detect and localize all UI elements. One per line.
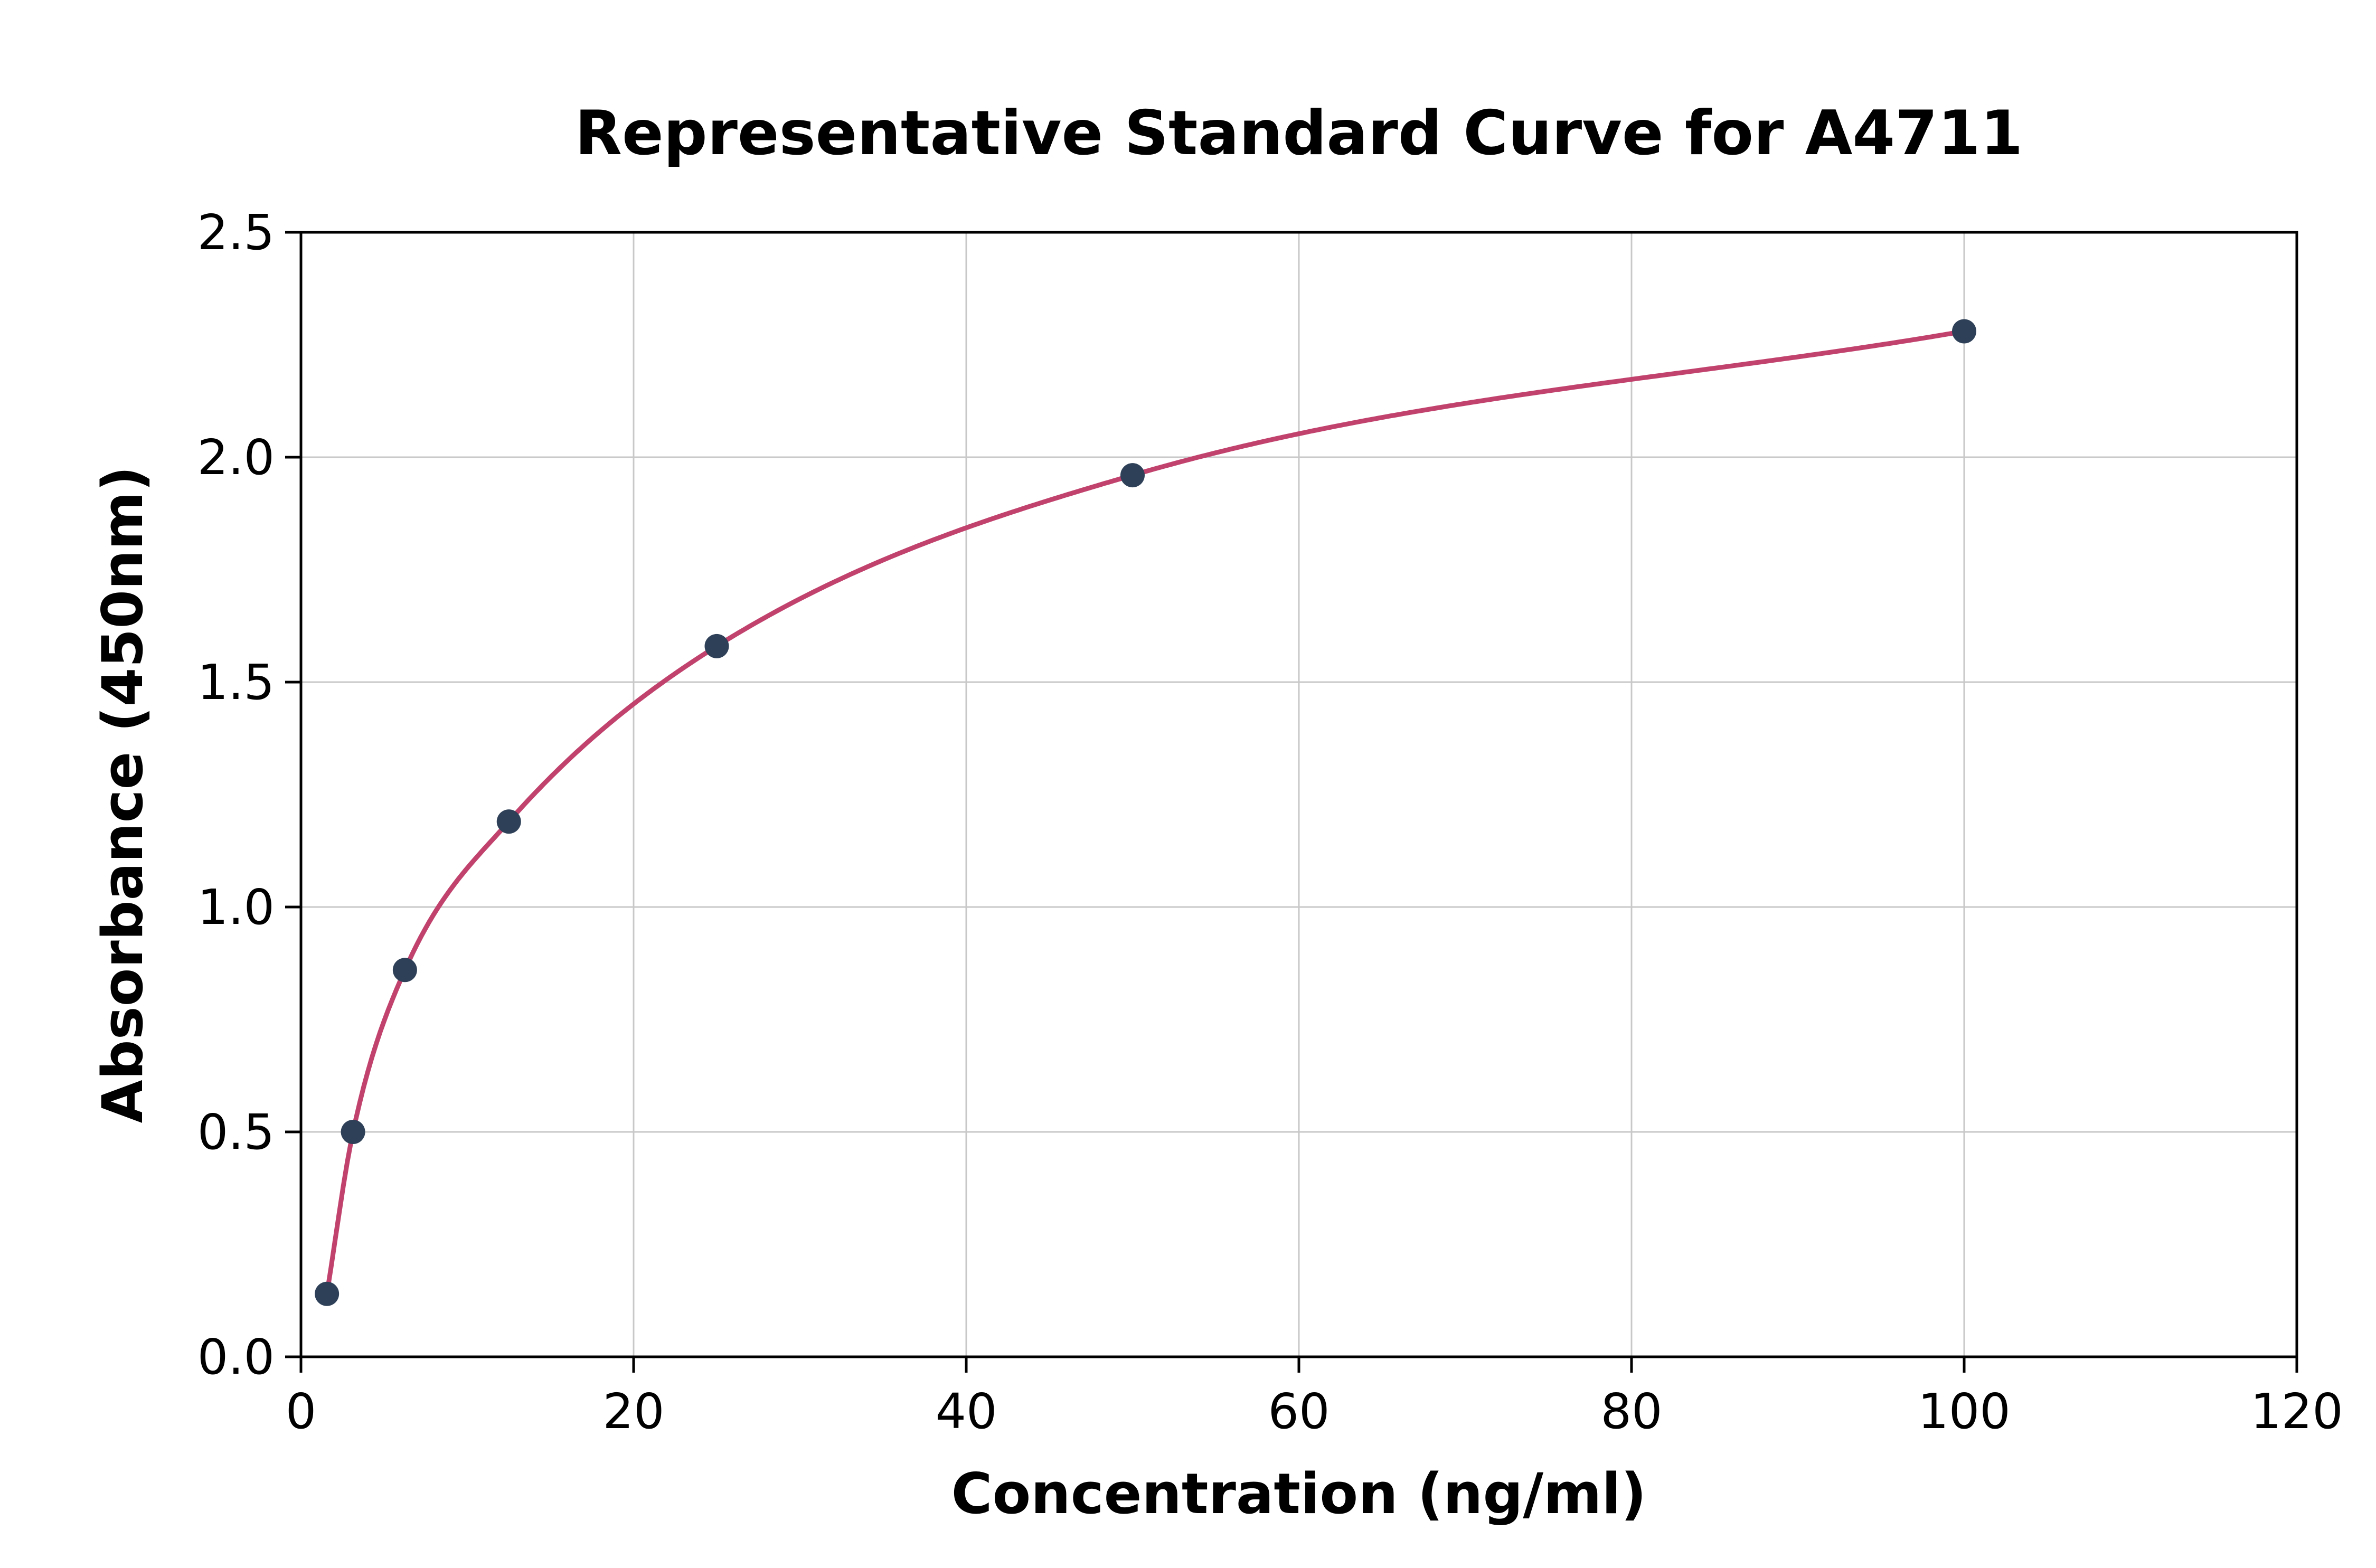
tick-marks — [285, 231, 2298, 1373]
fit-curve — [324, 328, 1967, 1297]
tick-labels: 0 20 40 60 80 100 120 0.0 0.5 1.0 1.5 2.0 2.5 — [197, 204, 2343, 1440]
chart-title: Representative Standard Curve for A4711 — [574, 98, 2023, 169]
y-tick-label: 1.5 — [197, 654, 275, 711]
x-tick-label: 40 — [935, 1383, 997, 1440]
data-point — [341, 1120, 365, 1144]
y-tick-label: 2.0 — [197, 429, 275, 486]
x-axis-label: Concentration (ng/ml) — [951, 1461, 1647, 1526]
x-tick-label: 120 — [2250, 1383, 2343, 1440]
x-tick-label: 0 — [286, 1383, 317, 1440]
data-point — [1952, 319, 1976, 344]
y-tick-label: 2.5 — [197, 204, 275, 261]
y-tick-label: 1.0 — [197, 879, 275, 936]
data-point — [1120, 463, 1145, 488]
y-tick-label: 0.0 — [197, 1329, 275, 1385]
y-tick-label: 0.5 — [197, 1104, 275, 1160]
data-point — [496, 809, 521, 834]
data-point — [315, 1281, 340, 1306]
y-axis-label: Absorbance (450nm) — [90, 466, 155, 1123]
x-tick-label: 60 — [1268, 1383, 1330, 1440]
x-tick-label: 80 — [1600, 1383, 1662, 1440]
grid-lines — [300, 231, 2298, 1358]
data-point — [704, 634, 729, 658]
data-point — [392, 958, 417, 983]
data-points — [315, 319, 1976, 1306]
x-tick-label: 100 — [1918, 1383, 2011, 1440]
x-tick-label: 20 — [602, 1383, 664, 1440]
